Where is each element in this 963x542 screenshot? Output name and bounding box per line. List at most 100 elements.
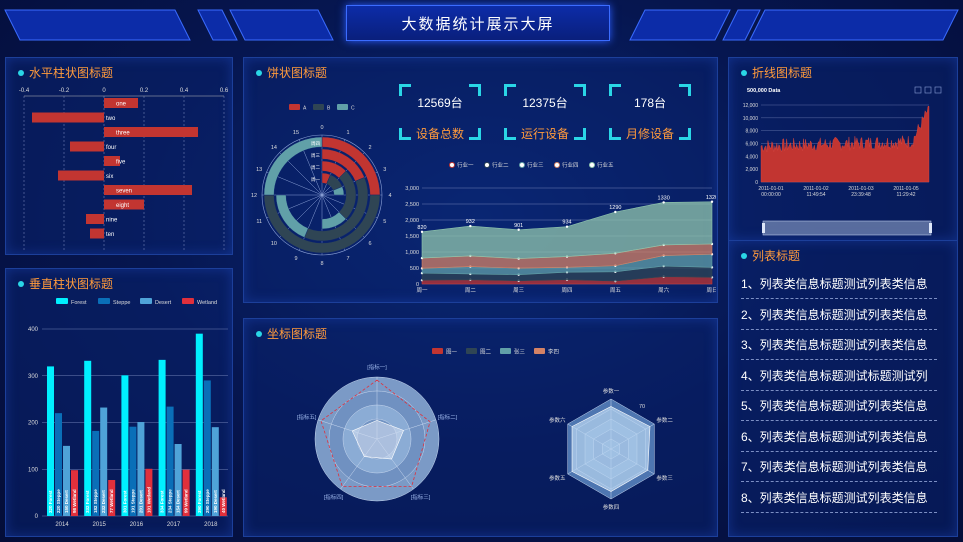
area-legend-marker[interactable] <box>484 162 490 168</box>
line-x-tick-label: 00:00:00 <box>761 192 781 198</box>
vbar-legend-swatch[interactable] <box>140 298 152 304</box>
radar2-indicator-label: 参数二 <box>656 416 673 424</box>
list-panel-title: 列表标题 <box>741 247 800 264</box>
vbar-legend-label[interactable]: Forest <box>71 300 87 306</box>
area-category-label: 周日 <box>706 287 716 294</box>
vbar-category-label: 2015 <box>93 522 107 528</box>
area-category-label: 周四 <box>561 287 572 294</box>
polar-legend-swatch[interactable] <box>289 104 300 110</box>
vbar-legend-label[interactable]: Desert <box>155 300 172 306</box>
polar-angle-label: 15 <box>293 130 299 136</box>
list-item[interactable]: 4、列表类信息标题测试标题测试列 <box>741 361 937 391</box>
header-decoration <box>4 9 959 41</box>
list-item[interactable]: 3、列表类信息标题测试列表类信息 <box>741 330 937 360</box>
polar-bar <box>275 194 309 238</box>
polar-angle-label: 11 <box>256 219 262 225</box>
hbar-bar <box>104 199 144 210</box>
vbar-bar <box>92 430 100 516</box>
hbar-tick-label: 0.4 <box>180 88 189 94</box>
polar-legend-swatch[interactable] <box>313 104 324 110</box>
list-item[interactable]: 5、列表类信息标题测试列表类信息 <box>741 391 937 421</box>
area-legend-label[interactable]: 行业一 <box>457 161 474 169</box>
vbar-legend-swatch[interactable] <box>56 298 68 304</box>
area-point <box>420 230 424 234</box>
polar-angle-label: 1 <box>346 130 349 136</box>
vbar-category-label: 2016 <box>130 522 144 528</box>
list-item[interactable]: 7、列表类信息标题测试列表类信息 <box>741 452 937 482</box>
restore-icon[interactable] <box>924 86 932 94</box>
radar-legend-swatch[interactable] <box>534 348 545 354</box>
datazoom-slider[interactable] <box>762 220 932 236</box>
vbar-bar <box>195 333 203 516</box>
radar2-indicator-label: 参数六 <box>549 416 566 424</box>
radar-legend-swatch[interactable] <box>466 348 477 354</box>
stat-repair-label: 月修设备 <box>625 127 674 141</box>
line-x-tick-label: 2011-01-03 <box>848 186 873 192</box>
hbar-panel-title: 水平柱状图标题 <box>18 64 113 81</box>
radar-legend-label[interactable]: 李四 <box>548 348 559 356</box>
line-tick-label: 12,000 <box>743 103 759 109</box>
list-item[interactable]: 2、列表类信息标题测试列表类信息 <box>741 300 937 330</box>
area-legend-label[interactable]: 行业五 <box>597 161 614 169</box>
area-point <box>710 200 714 203</box>
radar1-indicator-label: [指标五] <box>297 413 317 421</box>
zoom-icon[interactable] <box>914 86 922 94</box>
polar-legend-label[interactable]: B <box>327 106 331 112</box>
area-tick-label: 1,000 <box>405 250 419 256</box>
hbar-bar <box>104 127 198 137</box>
line-series <box>760 106 930 183</box>
hbar-category-label: four <box>106 145 116 151</box>
line-x-tick-label: 2011-01-01 <box>758 186 783 192</box>
vbar-bar <box>121 375 129 516</box>
area-legend-marker[interactable] <box>554 162 560 168</box>
polar-legend-swatch[interactable] <box>337 104 348 110</box>
area-tick-label: 0 <box>416 282 419 288</box>
list-item[interactable]: 6、列表类信息标题测试列表类信息 <box>741 422 937 452</box>
line-tick-label: 2,000 <box>745 167 758 173</box>
hbar-category-label: eight <box>116 203 129 209</box>
polar-legend-label[interactable]: C <box>351 106 355 112</box>
area-point <box>565 225 569 228</box>
polar-angle-label: 14 <box>271 145 277 151</box>
save-icon[interactable] <box>934 86 942 94</box>
line-x-tick-label: 11:49:54 <box>806 192 825 198</box>
radar-legend-label[interactable]: 张三 <box>514 348 526 356</box>
vbar-tick-label: 0 <box>35 514 39 520</box>
vbar-tick-label: 100 <box>28 467 39 473</box>
polar-outline <box>261 134 383 256</box>
list-item[interactable]: 1、列表类信息标题测试列表类信息 <box>741 269 937 299</box>
area-tick-label: 2,500 <box>405 202 419 208</box>
vbar-legend-swatch[interactable] <box>98 298 110 304</box>
radar-legend-label[interactable]: 图一 <box>446 348 458 356</box>
list-item[interactable]: 8、列表类信息标题测试列表类信息 <box>741 483 937 513</box>
area-legend-label[interactable]: 行业四 <box>562 161 579 169</box>
pie-panel: 饼状图标题 A B C 0 1 2 3 4 5 6 7 8 9 10 11 12 13 14 15 周一 周二 周三 周四 … <box>243 57 718 303</box>
polar-angle-label: 3 <box>383 167 386 173</box>
line-panel-title: 折线图标题 <box>741 64 812 81</box>
area-tick-label: 500 <box>410 266 419 272</box>
vbar-bar <box>219 497 227 516</box>
datazoom-handle-right[interactable] <box>929 223 932 233</box>
vbar-bar <box>137 422 145 516</box>
line-x-tick-label: 2011-01-02 <box>803 186 828 192</box>
area-point <box>614 210 617 214</box>
datazoom-handle-left[interactable] <box>762 223 765 233</box>
polar-legend-label[interactable]: A <box>303 106 307 112</box>
radar-legend-swatch[interactable] <box>500 348 511 354</box>
area-legend-label[interactable]: 行业三 <box>527 161 544 169</box>
area-legend-label[interactable]: 行业二 <box>492 161 509 169</box>
page-title: 大数据统计展示大屏 <box>346 5 610 41</box>
vbar-legend-label[interactable]: Steppe <box>113 300 130 306</box>
vbar-legend-label[interactable]: Wetland <box>197 300 217 306</box>
area-legend-marker[interactable] <box>449 162 455 168</box>
vbar-data-label: 150 Desert <box>64 490 69 513</box>
area-point <box>662 201 665 204</box>
area-series <box>421 201 713 259</box>
area-legend-marker[interactable] <box>589 162 595 168</box>
area-legend-marker[interactable] <box>519 162 525 168</box>
vbar-legend-swatch[interactable] <box>182 298 194 304</box>
radar1-indicator-label: [指标一] <box>367 363 387 371</box>
radar-legend-label[interactable]: 图二 <box>480 348 492 356</box>
radar-legend-swatch[interactable] <box>432 348 443 354</box>
polar-bar <box>321 211 347 230</box>
